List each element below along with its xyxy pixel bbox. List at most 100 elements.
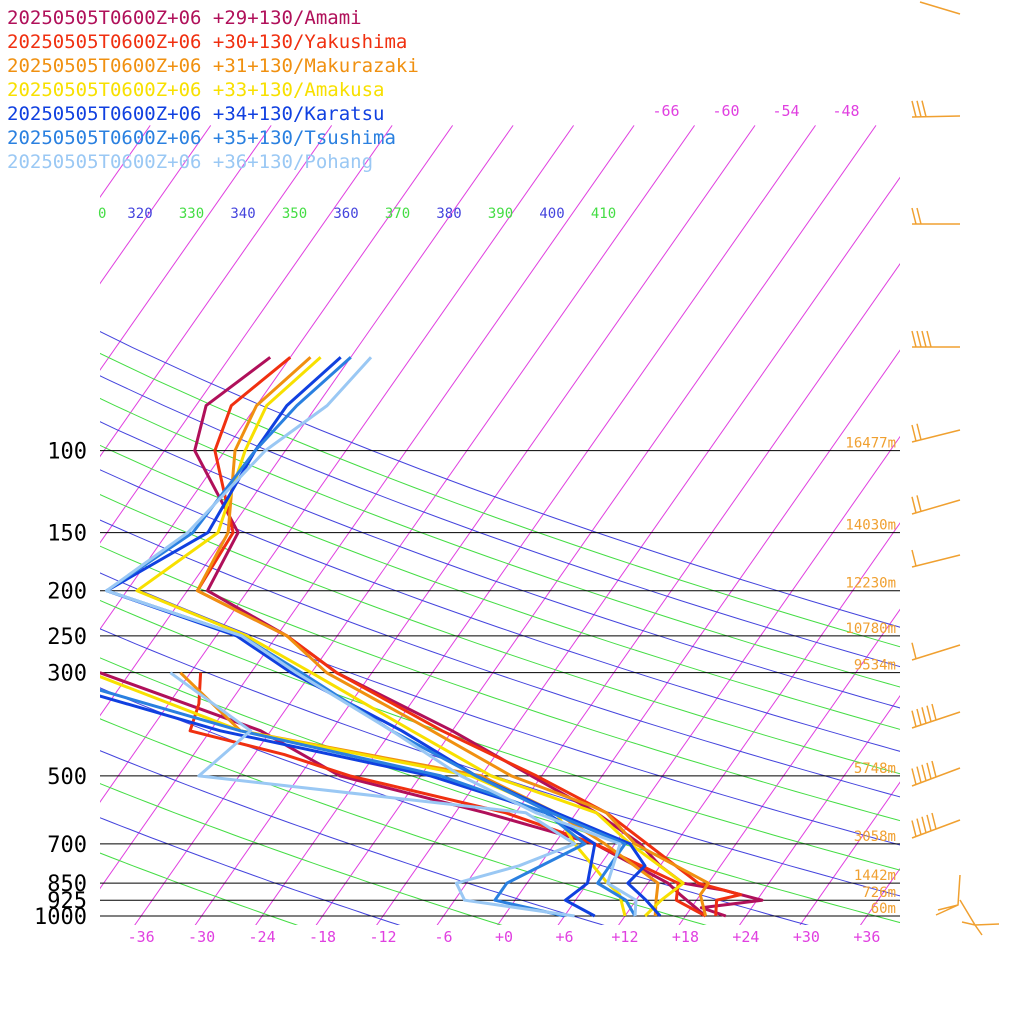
isotherm: [100, 125, 454, 631]
legend-entry: 20250505T0600Z+06 +31+130/Makurazaki: [7, 55, 419, 77]
theta-label: 410: [591, 206, 616, 222]
x-tick-label: +36: [853, 928, 880, 946]
x-tick-label: +30: [793, 928, 820, 946]
wind-barb-flag: [911, 642, 917, 659]
dewpoint-profile: [100, 688, 587, 918]
wind-barb-flag: [921, 100, 927, 117]
temperature-profile: [135, 356, 685, 918]
wind-barb-flag: [911, 207, 917, 225]
dry-adiabat: [100, 397, 900, 688]
theta-label: 330: [179, 206, 204, 222]
x-tick-label: -12: [369, 928, 396, 946]
pressure-label: 500: [47, 765, 87, 790]
dry-adiabat: [100, 852, 299, 925]
wind-barb-flag: [916, 818, 922, 835]
theta-label: 400: [539, 206, 564, 222]
isotherm-label: -54: [772, 102, 799, 120]
dry-adiabat: [100, 519, 900, 798]
isotherm: [739, 695, 900, 925]
pressure-label: 925: [47, 889, 87, 914]
theta-label: 370: [385, 206, 410, 222]
wind-barb-flag: [916, 708, 922, 726]
wind-barbs: [911, 1, 1000, 936]
dry-adiabat: [100, 687, 809, 925]
wind-barb-flag: [916, 423, 922, 440]
height-label: 1442m: [854, 868, 896, 884]
isotherm: [678, 608, 900, 925]
dewpoint-profile: [100, 694, 597, 918]
wind-barb-flag: [921, 330, 927, 348]
dry-adiabat: [100, 545, 900, 822]
height-label: 12230m: [845, 576, 896, 592]
wind-barb-flag: [916, 100, 922, 117]
height-label: 5748m: [854, 761, 896, 777]
pressure-label: 700: [47, 833, 87, 858]
legend: 20250505T0600Z+06 +29+130/Amami 20250505T…: [7, 7, 419, 173]
sounding-profiles: [100, 356, 764, 918]
pressure-label: 850: [47, 872, 87, 897]
height-label: 60m: [871, 901, 896, 917]
wind-barb: [911, 499, 961, 515]
pressure-label: 200: [47, 580, 87, 605]
height-label: 16477m: [845, 436, 896, 452]
dewpoint-profile: [188, 672, 707, 918]
isotherm-lines: [0, 125, 1024, 925]
wind-barb-flag: [926, 705, 932, 722]
x-tick-label: -24: [249, 928, 276, 946]
dry-adiabat: [100, 375, 900, 668]
wind-barb-flag: [921, 816, 927, 833]
dry-adiabat: [100, 657, 900, 924]
isotherm: [981, 125, 1024, 925]
pressure-label: 300: [47, 662, 87, 687]
wind-barb-flag: [916, 766, 922, 783]
isotherm: [376, 176, 900, 925]
isotherm: [0, 125, 29, 925]
theta-label: 390: [488, 206, 513, 222]
wind-barb: [919, 1, 961, 15]
dewpoint-profile: [169, 671, 577, 918]
wind-barb-flag: [926, 330, 932, 348]
legend-entry: 20250505T0600Z+06 +29+130/Amami: [7, 7, 362, 29]
dry-adiabat: [100, 494, 900, 775]
dry-adiabat: [100, 783, 503, 925]
isotherm: [618, 522, 900, 925]
dry-adiabat: [100, 750, 605, 925]
x-tick-label: +0: [495, 928, 513, 946]
wind-barb-flag: [911, 768, 917, 785]
x-tick-label: -30: [188, 928, 215, 946]
wind-barb-flag: [911, 549, 917, 567]
height-label: 726m: [862, 885, 896, 901]
dry-adiabat: [100, 352, 900, 648]
wind-barb-flag: [911, 100, 917, 118]
isotherm-label: -48: [832, 102, 859, 120]
pressure-label: 150: [47, 522, 87, 547]
isotherm: [436, 263, 900, 925]
wind-barb-flag: [926, 762, 932, 780]
wind-barb-flag: [921, 707, 927, 724]
dry-adiabat: [100, 444, 900, 730]
isotherm: [100, 125, 575, 803]
wind-barb: [911, 554, 961, 568]
isobar-lines: [100, 450, 900, 917]
x-tick-label: -18: [309, 928, 336, 946]
theta-label: 360: [333, 206, 358, 222]
isotherm: [194, 125, 756, 925]
wind-barb-flag: [911, 330, 917, 348]
isotherm: [799, 781, 900, 925]
dry-adiabat: [100, 817, 401, 925]
isotherm: [100, 125, 333, 458]
x-tick-label: +18: [672, 928, 699, 946]
wind-barb-flag: [911, 820, 917, 837]
x-tick-label: -6: [434, 928, 452, 946]
dry-adiabat: [100, 469, 900, 752]
wind-barb: [911, 429, 961, 443]
x-tick-label: +6: [555, 928, 573, 946]
isotherm: [134, 125, 695, 925]
theta-label: 320: [127, 206, 152, 222]
temperature-profile: [105, 356, 638, 917]
isotherm: [497, 349, 900, 925]
height-label: 10780m: [845, 621, 896, 637]
temperature-profile: [195, 356, 743, 917]
